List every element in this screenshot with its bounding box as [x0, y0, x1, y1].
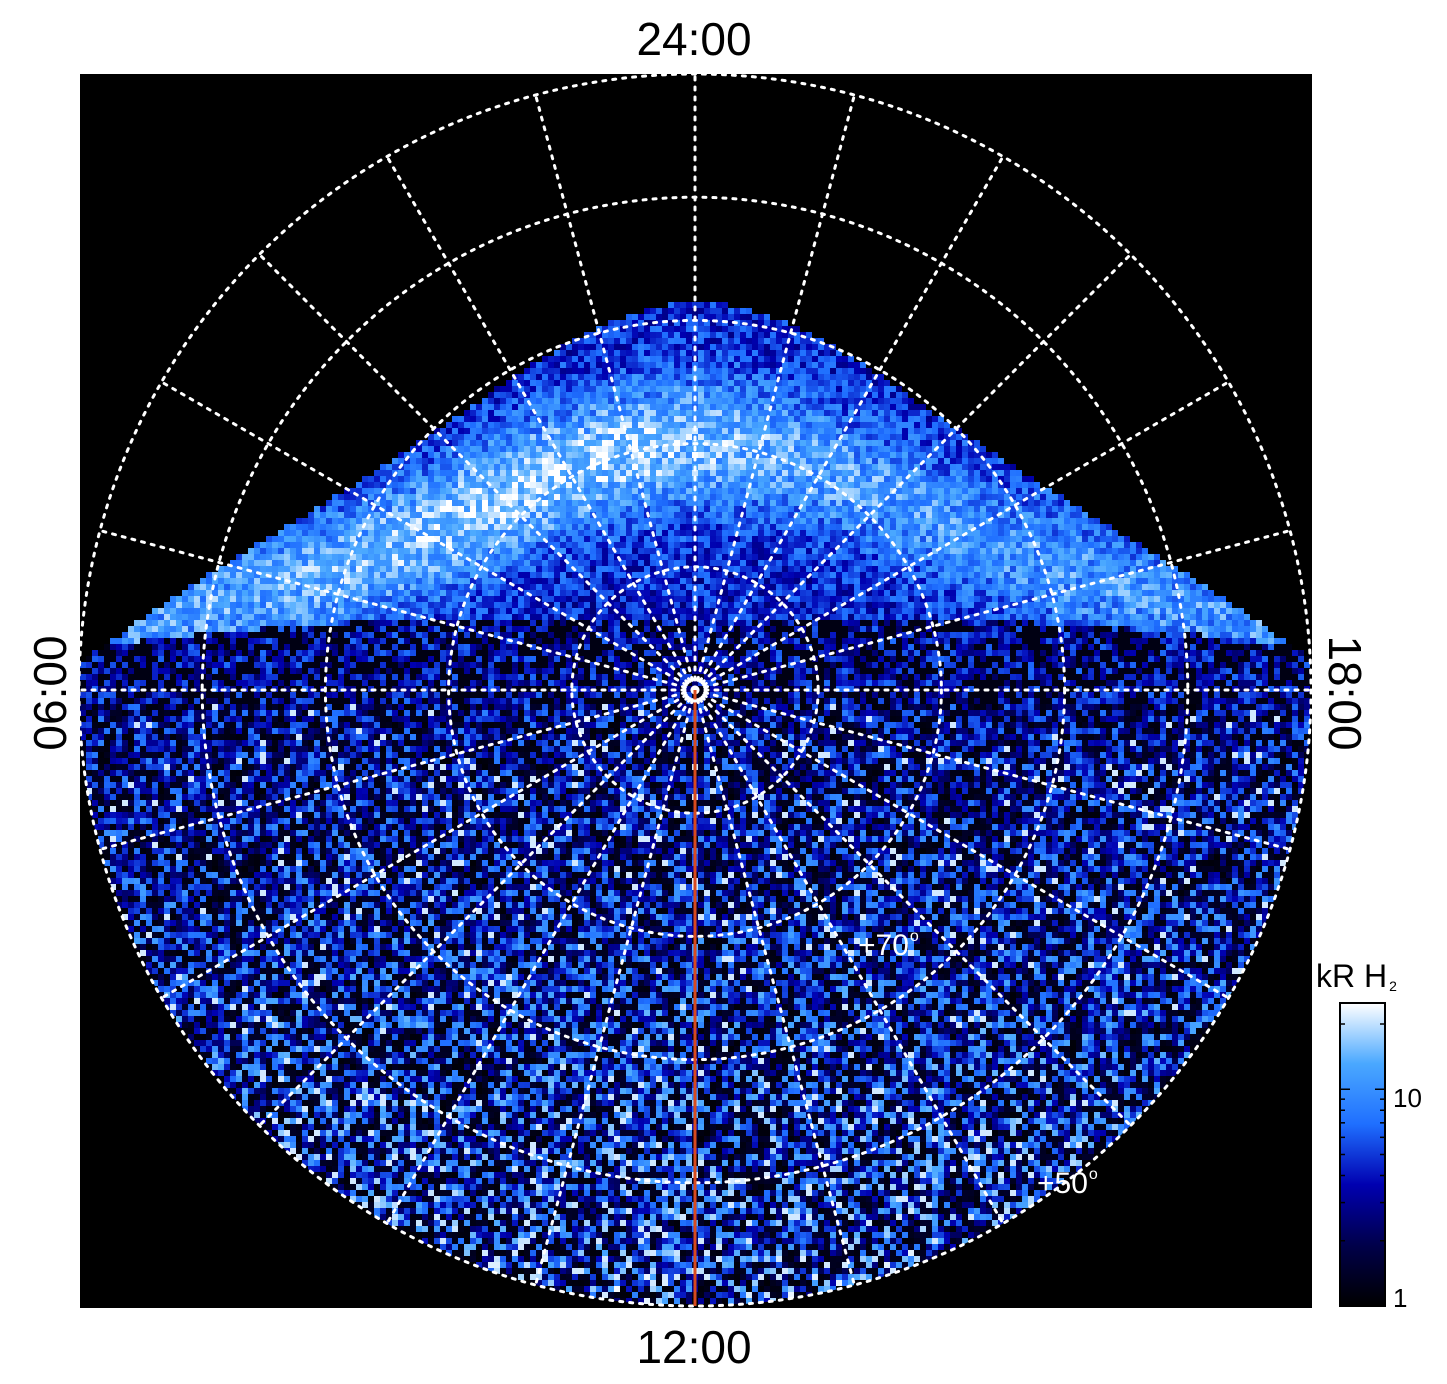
- polar-chart: [0, 0, 1447, 1384]
